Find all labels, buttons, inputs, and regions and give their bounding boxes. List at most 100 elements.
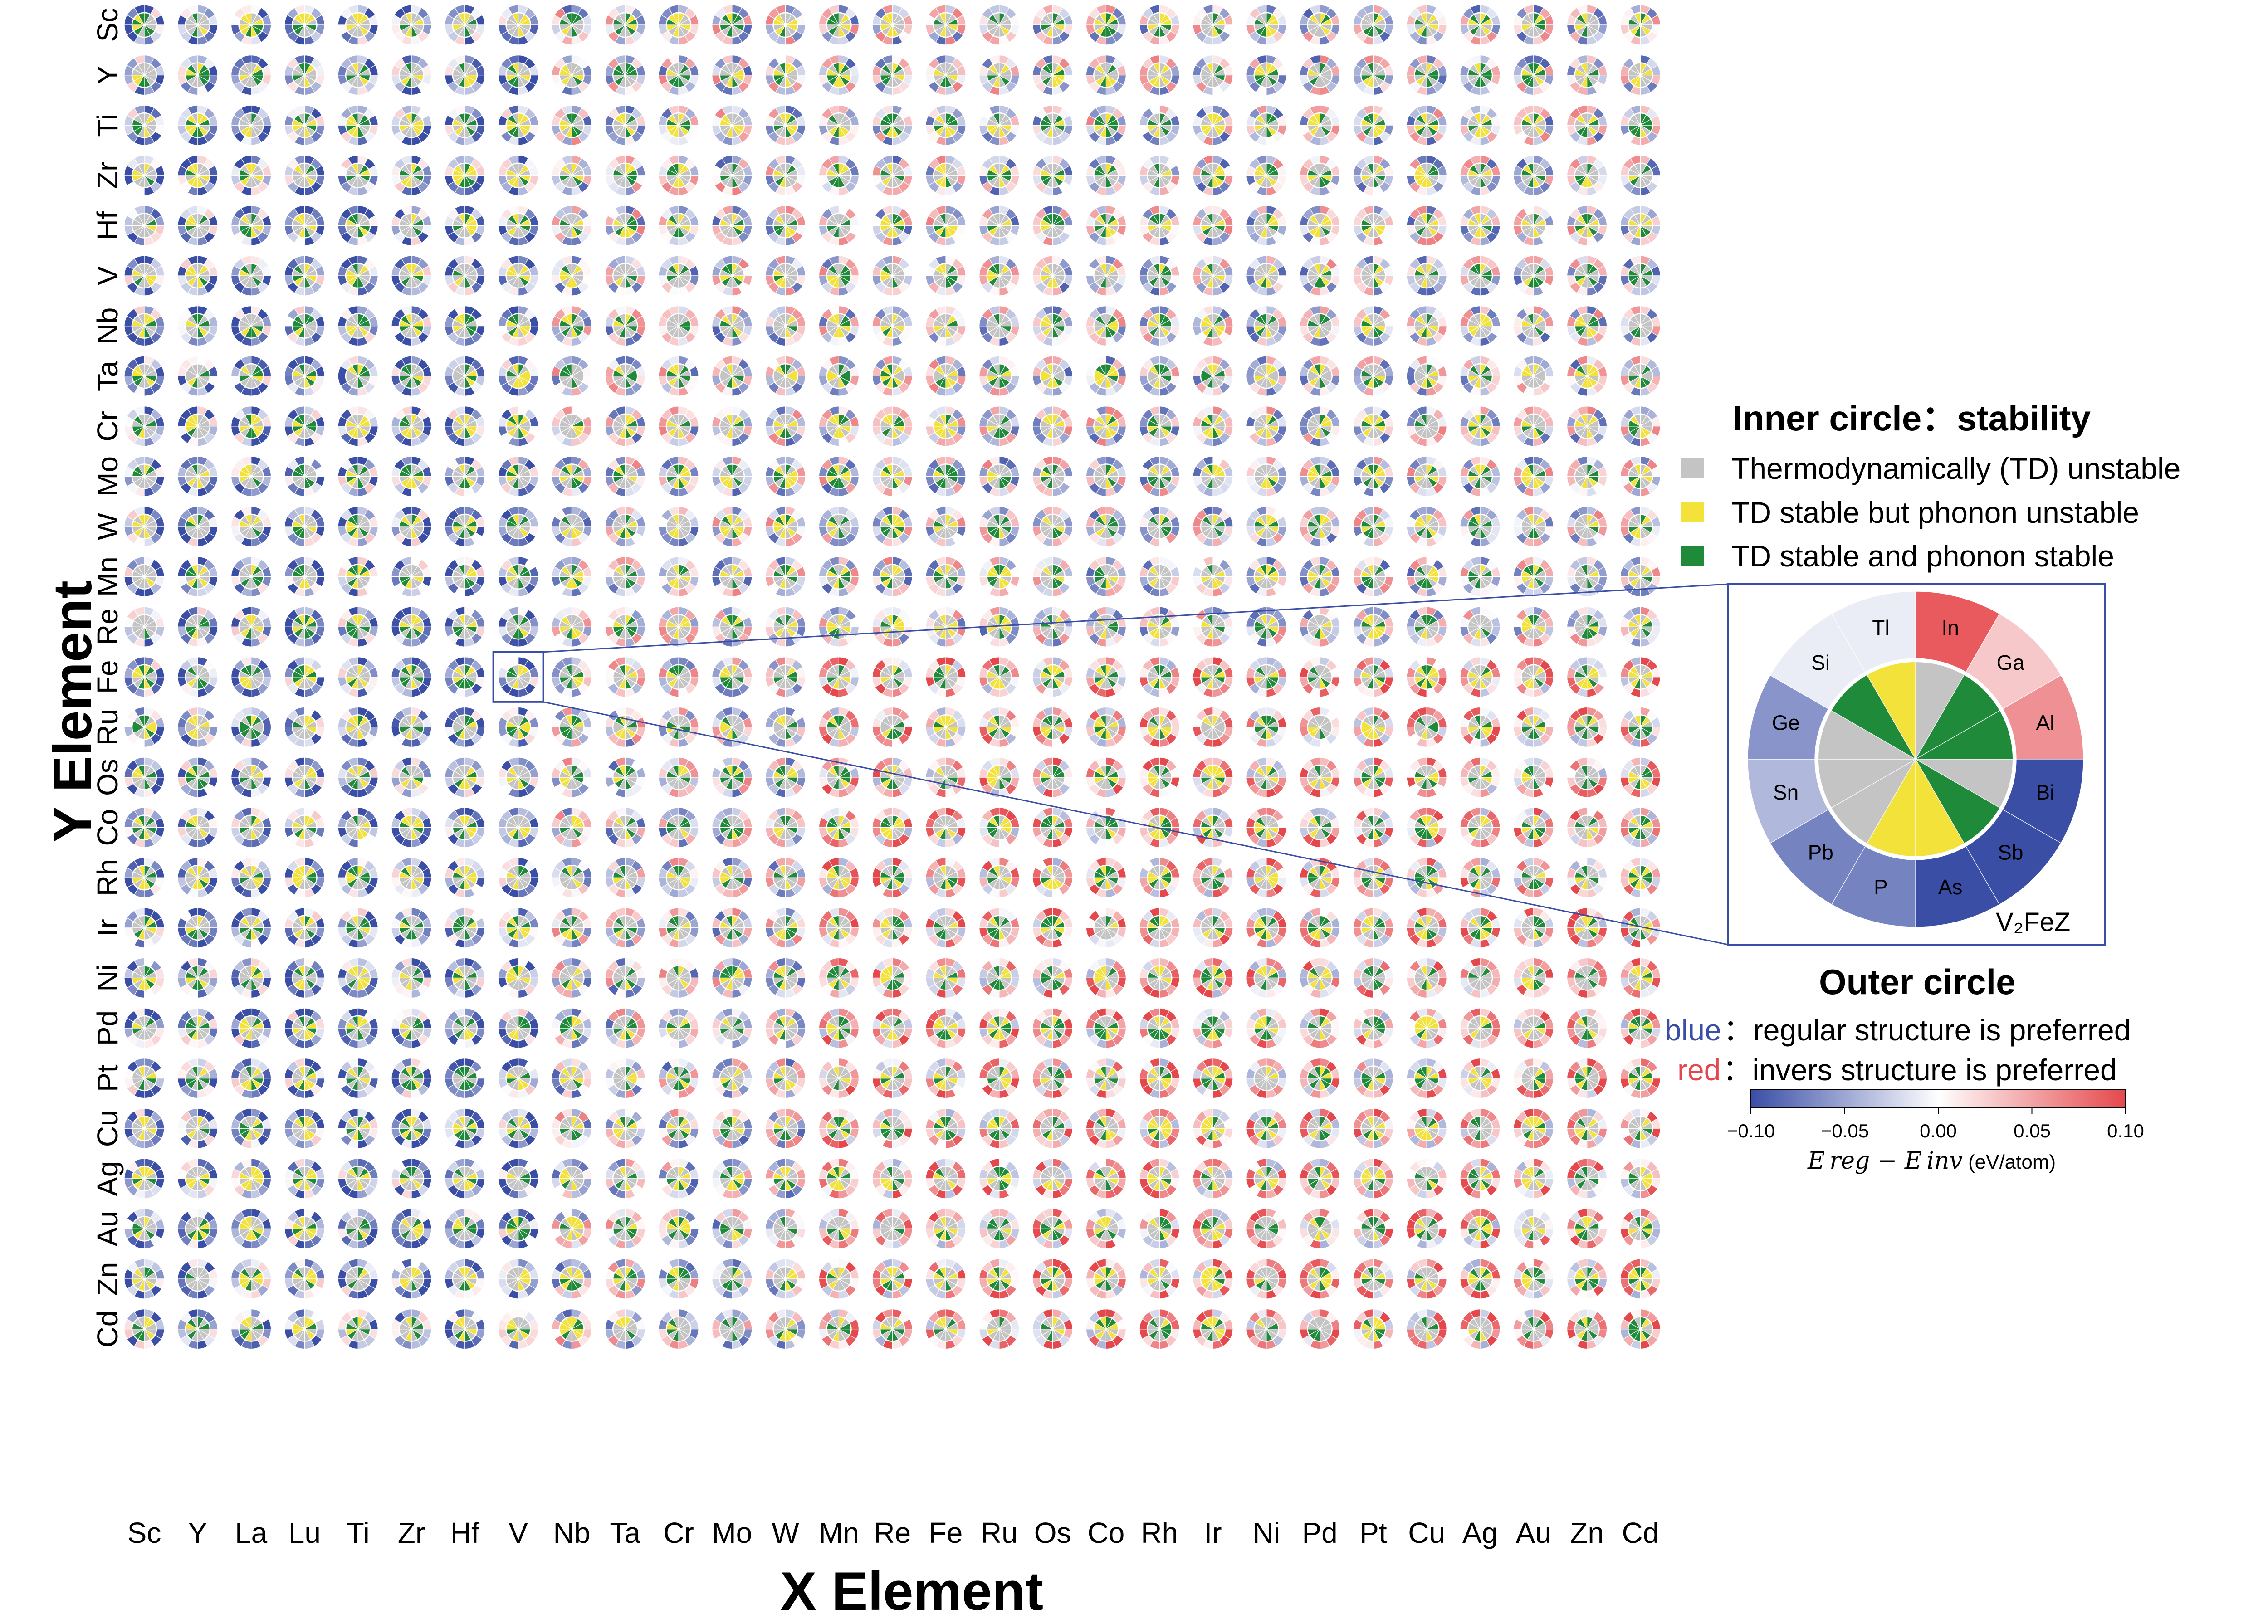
- cell-Y-Y: [178, 55, 218, 95]
- cell-Zr-Lu: [284, 156, 324, 195]
- cell-V-Rh: [1139, 256, 1179, 296]
- cell-Ti-Lu: [284, 105, 324, 145]
- cell-Y-Re: [872, 55, 912, 95]
- cell-Hf-Fe: [926, 205, 966, 245]
- cell-V-Ru: [979, 256, 1019, 296]
- cell-Zr-Au: [1514, 156, 1554, 195]
- cell-Y-Fe: [926, 55, 966, 95]
- cell-Nb-Zr: [391, 306, 431, 346]
- cell-V-Os: [1033, 256, 1073, 296]
- cell-Sc-Zr: [391, 5, 431, 45]
- cell-Y-Zn: [1567, 55, 1607, 95]
- cell-Ti-W: [766, 105, 806, 145]
- cell-Zr-Cu: [1407, 156, 1447, 195]
- cell-Sc-Au: [1514, 5, 1554, 45]
- cell-Hf-Ru: [979, 205, 1019, 245]
- cell-Ti-Au: [1514, 105, 1554, 145]
- cell-Y-W: [766, 55, 806, 95]
- cell-Ti-Re: [872, 105, 912, 145]
- cell-V-Sc: [124, 256, 164, 296]
- cell-Sc-Pt: [1353, 5, 1393, 45]
- cell-Y-V: [499, 55, 538, 95]
- cell-V-Lu: [284, 256, 324, 296]
- cell-V-Zn: [1567, 256, 1607, 296]
- cell-Hf-La: [231, 205, 271, 245]
- cell-Nb-Ti: [338, 306, 378, 346]
- cell-Y-Mo: [712, 55, 752, 95]
- cell-Zr-Ti: [338, 156, 378, 195]
- cell-V-Cr: [659, 256, 699, 296]
- cell-V-Ir: [1193, 256, 1233, 296]
- cell-Ti-Ir: [1193, 105, 1233, 145]
- cell-Sc-Fe: [926, 5, 966, 45]
- cell-Hf-Ti: [338, 205, 378, 245]
- cell-Sc-Hf: [445, 5, 485, 45]
- cell-Ti-Ag: [1460, 105, 1500, 145]
- cell-V-Nb: [552, 256, 591, 296]
- cell-Nb-Sc: [124, 306, 164, 346]
- cell-Ti-Mo: [712, 105, 752, 145]
- cell-Sc-Zn: [1567, 5, 1607, 45]
- cell-Sc-Ta: [605, 5, 645, 45]
- cell-Ti-Co: [1086, 105, 1126, 145]
- cell-V-Fe: [926, 256, 966, 296]
- cell-Y-Ta: [605, 55, 645, 95]
- cell-Y-Au: [1514, 55, 1554, 95]
- cell-Ti-Rh: [1139, 105, 1179, 145]
- cell-Zr-Pt: [1353, 156, 1393, 195]
- cell-Hf-Cu: [1407, 205, 1447, 245]
- cell-Sc-Ag: [1460, 5, 1500, 45]
- cell-V-La: [231, 256, 271, 296]
- cell-Hf-Ir: [1193, 205, 1233, 245]
- cell-Zr-Mo: [712, 156, 752, 195]
- cell-V-Y: [178, 256, 218, 296]
- cell-Zr-Y: [178, 156, 218, 195]
- cell-Hf-Au: [1514, 205, 1554, 245]
- cell-Y-Nb: [552, 55, 591, 95]
- cell-Hf-Rh: [1139, 205, 1179, 245]
- cell-Hf-Cd: [1620, 205, 1660, 245]
- cell-Ti-Mn: [819, 105, 859, 145]
- cell-V-V: [499, 256, 538, 296]
- cell-Zr-Os: [1033, 156, 1073, 195]
- cell-Sc-V: [499, 5, 538, 45]
- cell-Sc-Ir: [1193, 5, 1233, 45]
- cell-Ti-Sc: [124, 105, 164, 145]
- cell-Ti-Cr: [659, 105, 699, 145]
- cell-Y-Lu: [284, 55, 324, 95]
- cell-V-Ti: [338, 256, 378, 296]
- cell-Nb-Y: [178, 306, 218, 346]
- cell-Hf-Lu: [284, 205, 324, 245]
- cell-Y-Ru: [979, 55, 1019, 95]
- cell-Y-Rh: [1139, 55, 1179, 95]
- cell-Y-Ti: [338, 55, 378, 95]
- cell-Hf-Y: [178, 205, 218, 245]
- cell-Y-Hf: [445, 55, 485, 95]
- cell-Hf-Mo: [712, 205, 752, 245]
- cell-Zr-Sc: [124, 156, 164, 195]
- cell-Sc-Re: [872, 5, 912, 45]
- cell-Sc-La: [231, 5, 271, 45]
- cell-Sc-Co: [1086, 5, 1126, 45]
- cell-Hf-Zn: [1567, 205, 1607, 245]
- cell-Y-Pt: [1353, 55, 1393, 95]
- cell-V-Zr: [391, 256, 431, 296]
- cell-Hf-V: [499, 205, 538, 245]
- cell-Hf-Pd: [1300, 205, 1340, 245]
- cell-V-Re: [872, 256, 912, 296]
- cell-Ti-Ni: [1246, 105, 1286, 145]
- cell-Sc-Rh: [1139, 5, 1179, 45]
- cell-Hf-Os: [1033, 205, 1073, 245]
- cell-Nb-La: [231, 306, 271, 346]
- cell-Y-Cd: [1620, 55, 1660, 95]
- cell-Hf-Re: [872, 205, 912, 245]
- cell-Sc-Mo: [712, 5, 752, 45]
- cell-Y-Ir: [1193, 55, 1233, 95]
- cell-Y-Cu: [1407, 55, 1447, 95]
- cell-Ti-Pd: [1300, 105, 1340, 145]
- cell-Zr-Cr: [659, 156, 699, 195]
- cell-V-Pt: [1353, 256, 1393, 296]
- cell-Sc-Ti: [338, 5, 378, 45]
- cell-Ti-Nb: [552, 105, 591, 145]
